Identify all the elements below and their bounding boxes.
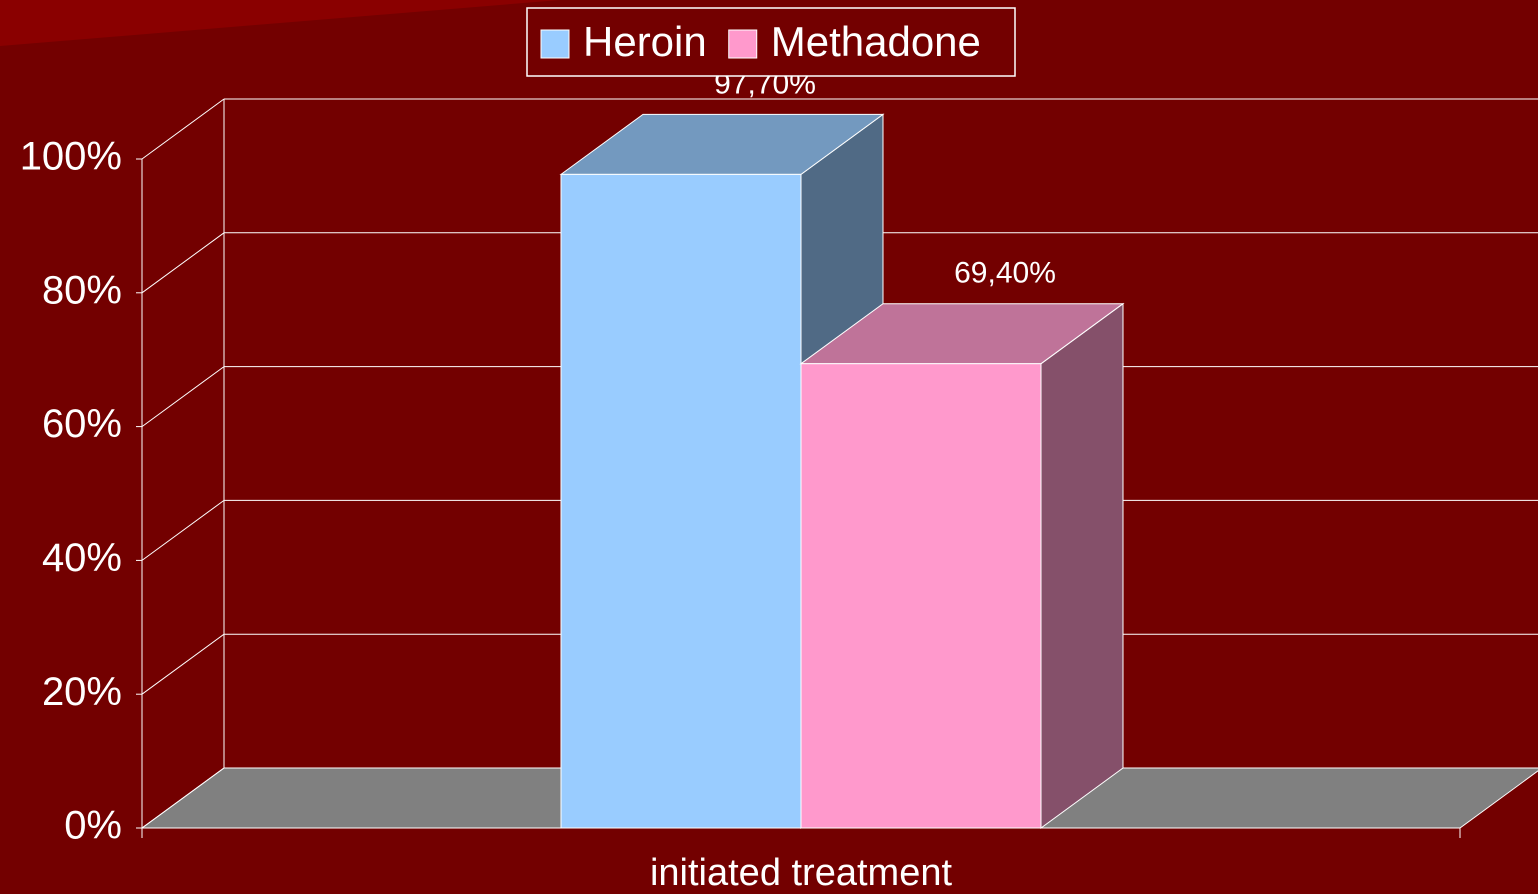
y-tick-label: 100% [20,135,122,179]
grid-line-side [141,499,225,561]
y-tick-label: 20% [42,670,122,714]
swoosh [0,0,560,46]
y-tick-label: 40% [42,536,122,580]
grid-line-side [141,767,225,829]
legend-box [526,7,1016,77]
legend-label: Heroin [583,18,707,65]
bar [800,363,1042,829]
y-tick-label: 0% [64,804,122,848]
y-tick-label: 80% [42,268,122,312]
data-label: 69,40% [954,257,1056,290]
bar [560,173,802,829]
x-tick-label: initiated treatment [650,852,952,894]
grid-line-side [141,232,225,294]
legend-swatch [728,29,758,59]
bar-side [1040,302,1124,829]
grid-line-side [141,98,225,160]
grid-line-side [141,633,225,695]
legend-label: Methadone [771,18,981,65]
grid-line-side [141,366,225,428]
y-tick-label: 60% [42,402,122,446]
legend-swatch [540,29,570,59]
